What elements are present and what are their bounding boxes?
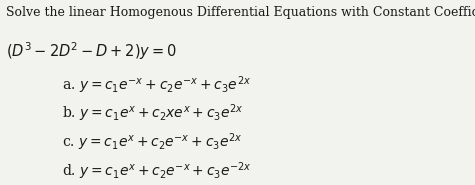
Text: a. $y = c_1e^{-x} + c_2e^{-x} + c_3e^{2x}$: a. $y = c_1e^{-x} + c_2e^{-x} + c_3e^{2x… (62, 74, 251, 96)
Text: b. $y = c_1e^{x} + c_2xe^{x} + c_3e^{2x}$: b. $y = c_1e^{x} + c_2xe^{x} + c_3e^{2x}… (62, 103, 244, 124)
Text: d. $y = c_1e^{x} + c_2e^{-x} + c_3e^{-2x}$: d. $y = c_1e^{x} + c_2e^{-x} + c_3e^{-2x… (62, 160, 252, 182)
Text: Solve the linear Homogenous Differential Equations with Constant Coefficients:: Solve the linear Homogenous Differential… (6, 6, 475, 18)
Text: $\left(D^3 - 2D^2 - D + 2\right)y = 0$: $\left(D^3 - 2D^2 - D + 2\right)y = 0$ (6, 41, 177, 62)
Text: c. $y = c_1e^{x} + c_2e^{-x} + c_3e^{2x}$: c. $y = c_1e^{x} + c_2e^{-x} + c_3e^{2x}… (62, 131, 242, 153)
